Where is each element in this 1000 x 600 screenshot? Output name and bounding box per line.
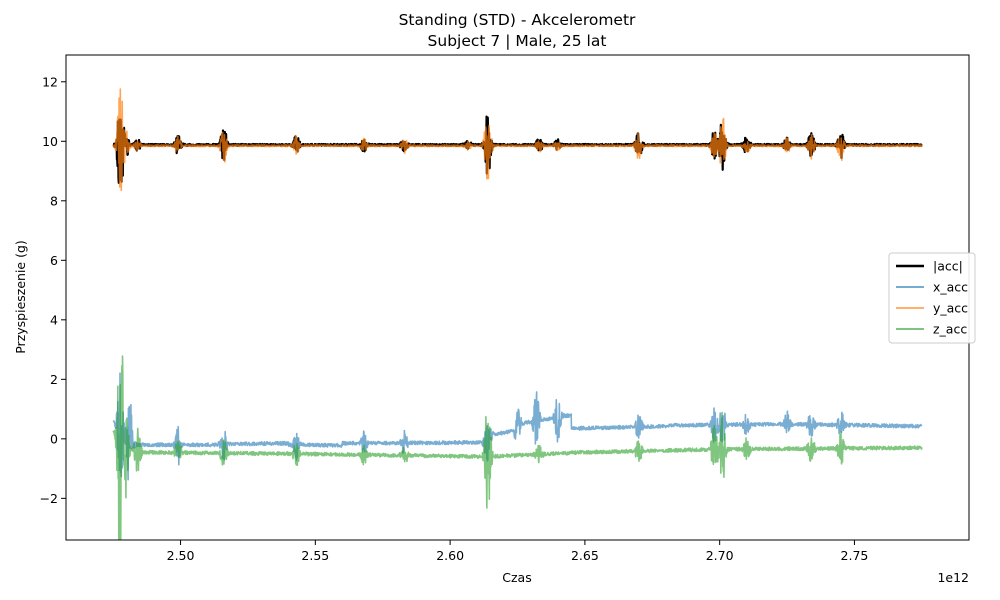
x-axis-label: Czas	[502, 570, 531, 585]
y-axis: −2 0 2 4 6 8 10 12	[40, 74, 66, 506]
series-group	[112, 88, 923, 540]
y-tick-label: 10	[42, 134, 58, 149]
y-tick-label: 0	[50, 431, 58, 446]
chart-title: Standing (STD) - Akcelerometr	[399, 11, 636, 29]
x-tick-label: 2.50	[167, 548, 195, 563]
y-tick-label: 12	[42, 74, 58, 89]
legend-label: x_acc	[933, 280, 968, 295]
y-tick-label: 4	[50, 312, 58, 327]
y-axis-label: Przyspieszenie (g)	[13, 240, 28, 354]
x-tick-label: 2.55	[301, 548, 329, 563]
legend-label: y_acc	[933, 301, 968, 316]
y-tick-label: 6	[50, 253, 58, 268]
legend: |acc| x_acc y_acc z_acc	[888, 252, 976, 344]
x-axis-offset-label: 1e12	[937, 570, 969, 585]
x-tick-label: 2.75	[841, 548, 869, 563]
chart-subtitle: Subject 7 | Male, 25 lat	[428, 32, 607, 50]
series-line-yacc	[112, 88, 923, 192]
x-tick-label: 2.70	[706, 548, 734, 563]
y-tick-label: 8	[50, 193, 58, 208]
series-line-xacc	[112, 372, 923, 481]
x-tick-label: 2.65	[571, 548, 599, 563]
y-tick-label: −2	[40, 491, 58, 506]
legend-label: |acc|	[933, 259, 963, 274]
y-tick-label: 2	[50, 372, 58, 387]
x-tick-label: 2.60	[436, 548, 464, 563]
x-axis: 2.50 2.55 2.60 2.65 2.70 2.75	[167, 540, 869, 563]
series-line-zacc	[112, 355, 923, 540]
legend-box	[888, 252, 976, 344]
legend-label: z_acc	[933, 322, 967, 337]
